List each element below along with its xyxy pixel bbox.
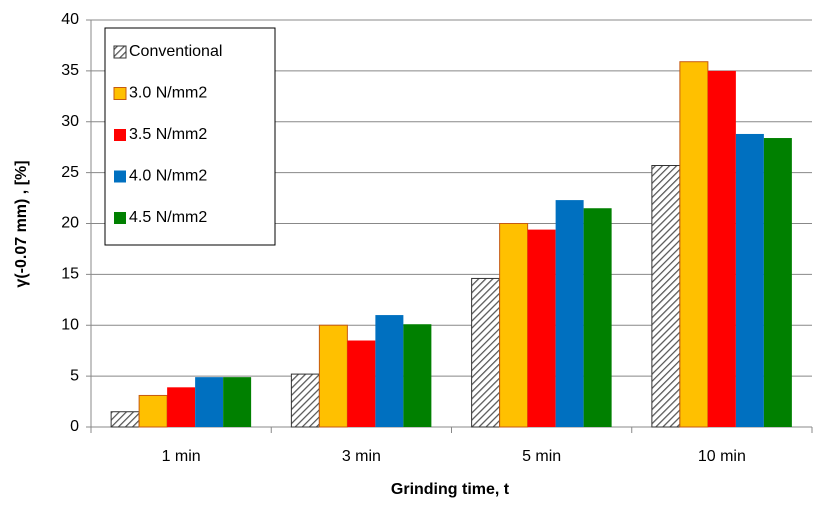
bar: [375, 315, 404, 427]
bar: [403, 324, 432, 427]
y-tick-label: 35: [61, 62, 79, 79]
bar: [651, 165, 681, 428]
bar: [167, 387, 196, 427]
x-tick-label: 1 min: [162, 448, 201, 465]
bar: [471, 277, 501, 428]
bar: [499, 223, 529, 428]
bar: [223, 377, 252, 427]
x-tick-label: 10 min: [698, 448, 746, 465]
bar: [707, 70, 736, 427]
legend-label: 3.0 N/mm2: [129, 85, 207, 102]
bar: [735, 133, 764, 427]
legend-label: Conventional: [129, 43, 222, 60]
legend-swatch: [113, 87, 127, 100]
y-tick-label: 20: [61, 215, 79, 232]
legend-swatch: [114, 129, 126, 141]
x-axis-label: Grinding time, t: [391, 481, 510, 498]
y-tick-label: 15: [61, 266, 79, 283]
y-tick-label: 10: [61, 316, 79, 333]
bar: [527, 229, 556, 427]
y-tick-label: 0: [70, 418, 79, 435]
legend-label: 4.0 N/mm2: [129, 168, 207, 185]
bar: [347, 340, 376, 427]
y-axis-label: γ(-0.07 mm) , [%]: [13, 160, 30, 287]
legend-swatch: [114, 170, 126, 183]
bar: [195, 377, 224, 427]
bar: [763, 138, 792, 427]
y-tick-label: 25: [61, 164, 79, 181]
y-tick-label: 30: [61, 113, 79, 130]
x-tick-label: 5 min: [522, 448, 561, 465]
bar: [138, 394, 168, 428]
legend-box: [104, 27, 276, 246]
bar: [290, 373, 320, 428]
bar: [583, 208, 612, 427]
bar: [679, 61, 709, 428]
bar: [318, 324, 348, 428]
bar: [555, 200, 584, 427]
y-tick-label: 40: [61, 11, 79, 28]
legend-label: 4.5 N/mm2: [129, 209, 207, 226]
legend-swatch: [113, 45, 127, 59]
legend-label: 3.5 N/mm2: [129, 126, 207, 143]
legend-swatch: [114, 212, 126, 224]
x-tick-label: 3 min: [342, 448, 381, 465]
y-tick-label: 5: [70, 367, 79, 384]
bar: [110, 411, 140, 428]
